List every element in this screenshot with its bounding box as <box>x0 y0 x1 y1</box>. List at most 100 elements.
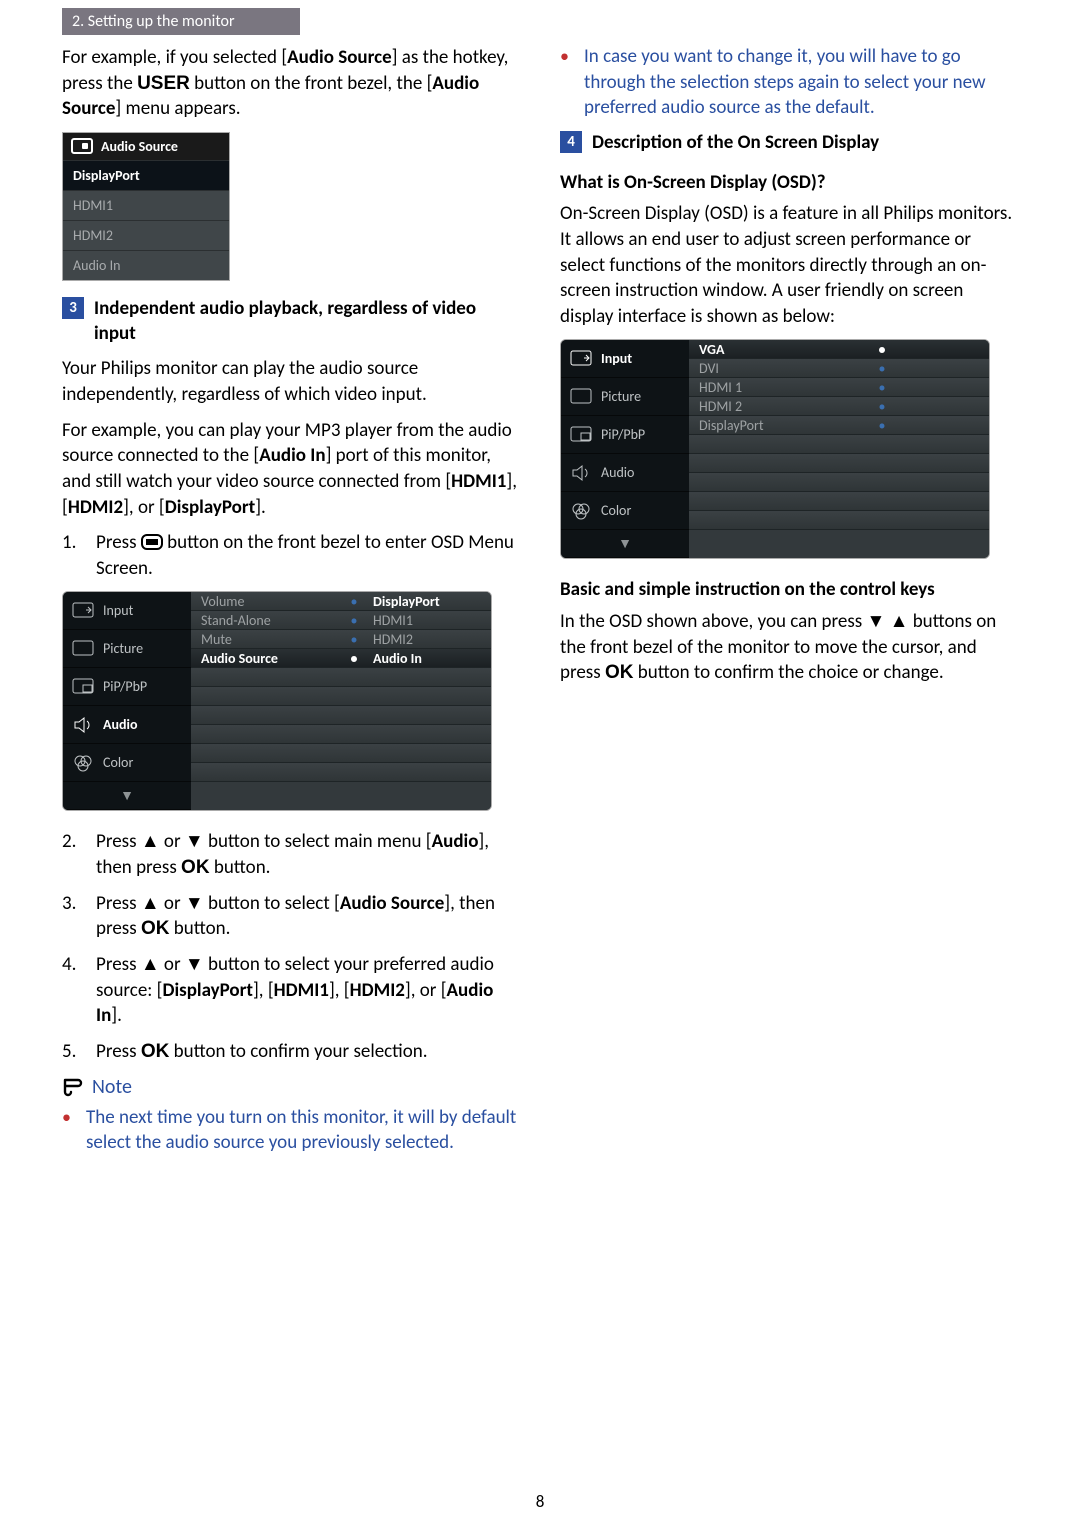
step-item: 5.Press OK button to confirm your select… <box>62 1039 520 1065</box>
osd-option-row <box>689 511 989 530</box>
basic-instruction-text: In the OSD shown above, you can press ▼ … <box>560 609 1018 686</box>
osd-option-label: DVI <box>689 360 869 377</box>
osd-arrow-icon: • <box>341 631 367 648</box>
osd-option-label: DisplayPort <box>689 417 869 434</box>
osd-arrow-icon: • <box>341 650 367 667</box>
osd-option-row <box>689 473 989 492</box>
osd-option-row <box>191 687 491 706</box>
sec3-p1: Your Philips monitor can play the audio … <box>62 356 520 407</box>
osd-nav-item: PiP/PbP <box>63 668 191 706</box>
section-tab: 2. Setting up the monitor <box>62 8 300 35</box>
section-3-heading: 3 Independent audio playback, regardless… <box>62 297 520 346</box>
page-number: 8 <box>0 1491 1080 1512</box>
audio-icon <box>569 462 593 484</box>
osd-option-value: Audio In <box>367 650 491 667</box>
step-num: 1. <box>62 530 96 581</box>
step-text: Press ▲ or ▼ button to select your prefe… <box>96 952 520 1029</box>
osd-nav-label: PiP/PbP <box>103 678 147 695</box>
osd-option-row <box>191 668 491 687</box>
color-icon <box>569 500 593 522</box>
osd-nav-label: Audio <box>103 716 137 733</box>
osd-description: On-Screen Display (OSD) is a feature in … <box>560 201 1018 329</box>
osd-nav-label: Picture <box>601 388 641 405</box>
step-num: 3. <box>62 891 96 942</box>
section-4-title: Description of the On Screen Display <box>592 131 1018 156</box>
input-icon <box>569 348 593 370</box>
osd-option-label: HDMI 1 <box>689 379 869 396</box>
osd-nav-item: Input <box>63 592 191 630</box>
osd-nav-label: Picture <box>103 640 143 657</box>
osd-nav-item: Audio <box>561 454 689 492</box>
basic-instruction-heading: Basic and simple instruction on the cont… <box>560 577 1018 603</box>
section-4-number: 4 <box>560 131 582 153</box>
pippbp-icon <box>71 676 95 698</box>
osd-option-row: DVI• <box>689 359 989 378</box>
audio-menu-item: HDMI1 <box>63 190 229 220</box>
audio-source-menu: Audio Source DisplayPortHDMI1HDMI2Audio … <box>62 132 230 281</box>
picture-icon <box>569 386 593 408</box>
audio-menu-item: HDMI2 <box>63 220 229 250</box>
audio-menu-item: Audio In <box>63 250 229 280</box>
step-item: 3.Press ▲ or ▼ button to select [Audio S… <box>62 891 520 942</box>
osd-arrow-icon: • <box>869 341 895 358</box>
osd-nav-item: PiP/PbP <box>561 416 689 454</box>
osd-option-row <box>689 492 989 511</box>
osd-arrow-icon: • <box>869 360 895 377</box>
osd-option-row: HDMI 2• <box>689 397 989 416</box>
osd-option-row <box>191 725 491 744</box>
osd-option-row: Volume•DisplayPort <box>191 592 491 611</box>
osd-arrow-icon: • <box>869 398 895 415</box>
step-text: Press ▲ or ▼ button to select main menu … <box>96 829 520 880</box>
osd-option-row <box>191 744 491 763</box>
osd-option-label: Stand-Alone <box>191 612 341 629</box>
osd-option-row: Mute•HDMI2 <box>191 630 491 649</box>
section-4-heading: 4 Description of the On Screen Display <box>560 131 1018 156</box>
note-list-1: The next time you turn on this monitor, … <box>62 1105 520 1156</box>
osd-option-label: HDMI 2 <box>689 398 869 415</box>
osd-nav-item: Picture <box>561 378 689 416</box>
osd-nav-label: PiP/PbP <box>601 426 645 443</box>
step-text: Press button on the front bezel to enter… <box>96 530 520 581</box>
osd-option-row: HDMI 1• <box>689 378 989 397</box>
osd-option-row: Audio Source•Audio In <box>191 649 491 668</box>
osd-option-label: Volume <box>191 593 341 610</box>
osd-nav-label: Color <box>103 754 133 771</box>
osd-nav-item: Color <box>63 744 191 782</box>
osd-option-row <box>689 435 989 454</box>
osd-option-value: HDMI1 <box>367 612 491 629</box>
osd-nav-item: Color <box>561 492 689 530</box>
osd-arrow-icon: • <box>869 379 895 396</box>
osd-question: What is On-Screen Display (OSD)? <box>560 170 1018 196</box>
osd-arrow-icon: • <box>341 593 367 610</box>
step-num: 5. <box>62 1039 96 1065</box>
note-heading: Note <box>62 1075 520 1099</box>
osd-option-value: HDMI2 <box>367 631 491 648</box>
note-icon <box>62 1077 84 1097</box>
osd-nav-label: Color <box>601 502 631 519</box>
osd-arrow-icon: • <box>869 417 895 434</box>
section-3-number: 3 <box>62 297 84 319</box>
step-item: 2.Press ▲ or ▼ button to select main men… <box>62 829 520 880</box>
osd-option-value: DisplayPort <box>367 593 491 610</box>
note-list-2: In case you want to change it, you will … <box>560 44 1018 121</box>
osd-option-row <box>191 763 491 782</box>
note-item: The next time you turn on this monitor, … <box>62 1105 520 1156</box>
step-text: Press OK button to confirm your selectio… <box>96 1039 520 1065</box>
steps-list: 1. Press button on the front bezel to en… <box>62 530 520 581</box>
osd-option-row: DisplayPort• <box>689 416 989 435</box>
osd-nav-label: Audio <box>601 464 634 481</box>
osd-menu-audio: InputPicturePiP/PbPAudioColor▼ Volume•Di… <box>62 591 492 811</box>
audio-menu-header: Audio Source <box>63 133 229 160</box>
osd-option-label: Audio Source <box>191 650 341 667</box>
osd-option-row <box>191 706 491 725</box>
osd-nav-item: Input <box>561 340 689 378</box>
note-text: In case you want to change it, you will … <box>584 44 1018 121</box>
audio-icon <box>71 714 95 736</box>
osd-option-row: Stand-Alone•HDMI1 <box>191 611 491 630</box>
audio-source-icon <box>71 138 93 154</box>
osd-nav-item: Audio <box>63 706 191 744</box>
osd-down-arrow: ▼ <box>63 782 191 810</box>
step-num: 2. <box>62 829 96 880</box>
osd-arrow-icon: • <box>341 612 367 629</box>
osd-nav-label: Input <box>601 350 632 367</box>
